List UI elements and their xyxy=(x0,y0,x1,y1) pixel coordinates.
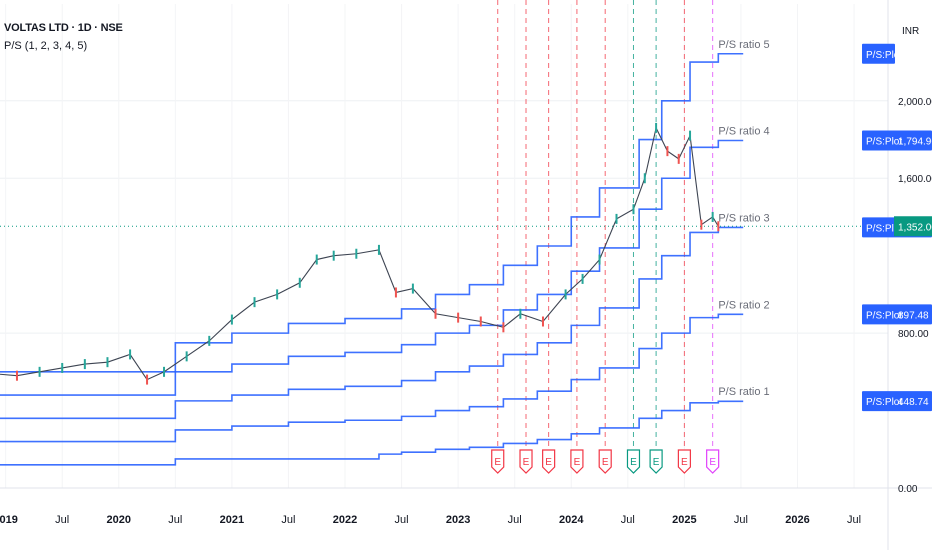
badge-label-1: P/S:Plot xyxy=(866,397,902,408)
price-axis[interactable]: 2,000.00 1,600.00 800.00 0.00 xyxy=(898,97,932,495)
earnings-marker-label-8: E xyxy=(709,457,716,468)
value-badges: P/S:PlotP/S:Plot1,794.96P/S:Plot1,346.22… xyxy=(862,43,932,412)
earnings-lines xyxy=(497,0,714,448)
earnings-marker-shape-8 xyxy=(706,449,720,474)
last-price-value: 1,352.00 xyxy=(898,222,932,233)
band-label-5: P/S ratio 5 xyxy=(718,39,769,51)
x-tick-label-9: Jul xyxy=(508,514,522,526)
earnings-marker-1[interactable]: E xyxy=(519,449,533,474)
badge-bg-1 xyxy=(862,391,932,412)
earnings-marker-label-7: E xyxy=(681,457,688,468)
x-tick-label-2: 2020 xyxy=(107,514,131,526)
badge-bg-4 xyxy=(862,130,932,151)
earnings-marker-shape-1 xyxy=(519,449,533,474)
earnings-marker-shape-7 xyxy=(677,449,691,474)
x-tick-label-3: Jul xyxy=(168,514,182,526)
last-price-bg xyxy=(894,216,932,237)
badge-value-2: 897.48 xyxy=(898,310,929,321)
earnings-marker-shape-5 xyxy=(626,449,641,474)
badge-bg-5 xyxy=(862,43,895,64)
x-tick-label-5: Jul xyxy=(281,514,295,526)
x-tick-label-10: 2024 xyxy=(559,514,584,526)
earnings-marker-label-5: E xyxy=(630,457,637,468)
earnings-marker-2[interactable]: E xyxy=(542,449,556,474)
earnings-marker-label-1: E xyxy=(523,457,530,468)
earnings-marker-shape-4 xyxy=(598,449,612,474)
band-line-4 xyxy=(0,139,744,396)
earnings-marker-label-3: E xyxy=(574,457,581,468)
y-tick-label-1: 1,600.00 xyxy=(898,174,932,185)
last-price-badge: 1,352.00 xyxy=(894,216,932,237)
band-label-4: P/S ratio 4 xyxy=(718,125,769,137)
badge-bg-2 xyxy=(862,304,932,325)
x-tick-label-12: 2025 xyxy=(672,514,696,526)
earnings-marker-3[interactable]: E xyxy=(570,449,584,474)
band-line-5 xyxy=(0,52,744,373)
badge-value-1: 448.74 xyxy=(898,397,929,408)
earnings-marker-7[interactable]: E xyxy=(677,449,691,474)
ps-ratio-bands xyxy=(0,52,744,466)
earnings-marker-shape-6 xyxy=(649,449,663,474)
badge-label-2: P/S:Plot xyxy=(866,310,902,321)
earnings-marker-5[interactable]: E xyxy=(626,449,641,474)
x-tick-label-6: 2022 xyxy=(333,514,357,526)
badge-label-4: P/S:Plot xyxy=(866,136,902,147)
earnings-marker-label-4: E xyxy=(602,457,609,468)
band-label-1: P/S ratio 1 xyxy=(718,386,769,398)
x-tick-label-1: Jul xyxy=(55,514,69,526)
band-line-1 xyxy=(0,400,744,466)
x-tick-label-11: Jul xyxy=(621,514,635,526)
earnings-marker-6[interactable]: E xyxy=(649,449,663,474)
badge-value-4: 1,794.96 xyxy=(898,136,932,147)
band-labels: P/S ratio 5 P/S ratio 4 P/S ratio 3 P/S rat… xyxy=(718,39,769,398)
band-line-2 xyxy=(0,313,744,443)
x-tick-label-8: 2023 xyxy=(446,514,470,526)
band-line-3 xyxy=(0,226,744,420)
chart-header: VOLTAS LTD · 1D · NSE xyxy=(4,18,123,36)
x-tick-label-4: 2021 xyxy=(220,514,244,526)
x-tick-label-0: 2019 xyxy=(0,514,18,526)
earnings-marker-4[interactable]: E xyxy=(598,449,612,474)
earnings-marker-label-0: E xyxy=(494,457,501,468)
currency-label: INR xyxy=(902,26,920,37)
earnings-marker-label-2: E xyxy=(545,457,552,468)
badge-5: P/S:Plot xyxy=(862,43,902,64)
band-label-2: P/S ratio 2 xyxy=(718,299,769,311)
price-series xyxy=(0,122,888,385)
indicator-legend[interactable]: P/S (1, 2, 3, 4, 5) xyxy=(4,40,88,52)
earnings-marker-label-6: E xyxy=(653,457,660,468)
y-tick-label-0: 2,000.00 xyxy=(898,97,932,108)
time-axis[interactable]: 2019 Jul 2020 Jul 2021 Jul 2022 Jul 2023 Jul 2024 J… xyxy=(0,514,861,526)
band-label-3: P/S ratio 3 xyxy=(718,212,769,224)
x-tick-label-15: Jul xyxy=(847,514,861,526)
earnings-marker-shape-2 xyxy=(542,449,556,474)
earnings-marker-shape-3 xyxy=(570,449,584,474)
y-tick-label-3: 0.00 xyxy=(898,484,918,495)
badge-label-5: P/S:Plot xyxy=(866,50,902,61)
symbol-title[interactable]: VOLTAS LTD · 1D · NSE xyxy=(4,22,123,34)
x-tick-label-7: Jul xyxy=(395,514,409,526)
earnings-marker-0[interactable]: E xyxy=(491,449,505,474)
earnings-marker-8[interactable]: E xyxy=(706,449,720,474)
price-line xyxy=(0,126,719,381)
badge-label-3: P/S:Plot xyxy=(866,223,902,234)
x-tick-label-14: 2026 xyxy=(785,514,809,526)
y-tick-label-2: 800.00 xyxy=(898,329,929,340)
earnings-marker-shape-0 xyxy=(491,449,505,474)
x-tick-label-13: Jul xyxy=(734,514,748,526)
